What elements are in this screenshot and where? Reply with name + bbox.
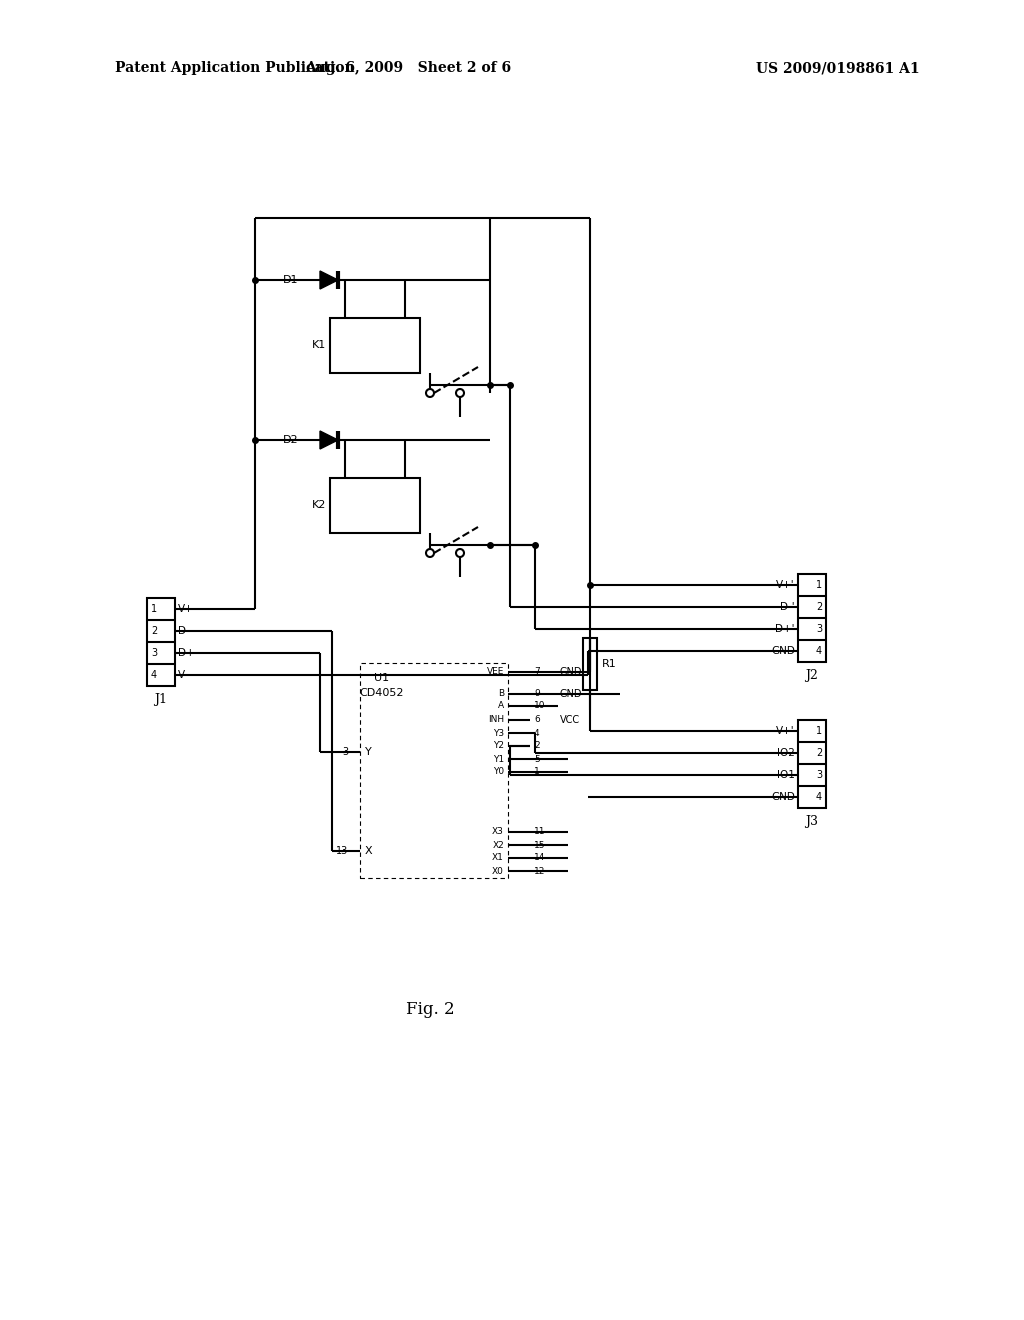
Text: 1: 1: [151, 605, 157, 614]
Text: D-': D-': [780, 602, 795, 612]
Text: A: A: [498, 701, 504, 710]
Text: K2: K2: [311, 500, 326, 511]
Text: 3: 3: [816, 624, 822, 634]
Text: Y2: Y2: [493, 742, 504, 751]
Text: 1: 1: [534, 767, 540, 776]
Text: 3: 3: [816, 770, 822, 780]
Text: 7: 7: [534, 668, 540, 676]
Text: Y1: Y1: [493, 755, 504, 763]
Text: J1: J1: [155, 693, 168, 706]
Text: 10: 10: [534, 701, 546, 710]
Text: 9: 9: [534, 689, 540, 698]
Text: 12: 12: [534, 866, 546, 875]
Text: K1: K1: [311, 341, 326, 351]
Text: 4: 4: [816, 792, 822, 803]
Text: US 2009/0198861 A1: US 2009/0198861 A1: [756, 61, 920, 75]
Text: VEE: VEE: [486, 668, 504, 676]
Text: CD4052: CD4052: [359, 688, 404, 698]
Text: INH: INH: [487, 715, 504, 725]
Text: VCC: VCC: [560, 715, 581, 725]
Text: X0: X0: [493, 866, 504, 875]
Text: 13: 13: [336, 846, 348, 855]
Text: 4: 4: [816, 645, 822, 656]
Text: X1: X1: [493, 854, 504, 862]
Polygon shape: [319, 432, 338, 449]
Text: GND: GND: [560, 667, 583, 677]
Text: V+: V+: [178, 605, 194, 614]
Text: Aug. 6, 2009   Sheet 2 of 6: Aug. 6, 2009 Sheet 2 of 6: [305, 61, 511, 75]
Text: GND: GND: [560, 689, 583, 700]
Text: V+': V+': [776, 726, 795, 737]
Text: J3: J3: [806, 816, 818, 829]
Text: 4: 4: [534, 729, 540, 738]
Text: 2: 2: [151, 626, 157, 636]
Text: Y3: Y3: [493, 729, 504, 738]
Text: 2: 2: [816, 748, 822, 758]
Text: Y: Y: [365, 747, 372, 756]
Text: 14: 14: [534, 854, 546, 862]
Text: D+': D+': [775, 624, 795, 634]
Text: X2: X2: [493, 841, 504, 850]
Text: Fig. 2: Fig. 2: [406, 1002, 455, 1019]
Text: J2: J2: [806, 669, 818, 682]
Text: X3: X3: [493, 828, 504, 837]
Text: 3: 3: [151, 648, 157, 657]
Text: Patent Application Publication: Patent Application Publication: [115, 61, 354, 75]
Text: 4: 4: [151, 671, 157, 680]
Text: B: B: [498, 689, 504, 698]
Text: R1: R1: [602, 659, 616, 669]
Text: D1: D1: [283, 275, 298, 285]
Text: 1: 1: [816, 726, 822, 737]
Text: 2: 2: [816, 602, 822, 612]
Text: V+': V+': [776, 579, 795, 590]
Text: D+: D+: [178, 648, 195, 657]
Text: IO1: IO1: [777, 770, 795, 780]
Text: 11: 11: [534, 828, 546, 837]
Text: Y0: Y0: [493, 767, 504, 776]
Text: U1: U1: [375, 673, 389, 682]
Polygon shape: [319, 271, 338, 289]
Text: X: X: [365, 846, 372, 855]
Text: 5: 5: [534, 755, 540, 763]
Text: IO2: IO2: [777, 748, 795, 758]
Text: 3: 3: [342, 747, 348, 756]
Text: GND: GND: [771, 645, 795, 656]
Text: 15: 15: [534, 841, 546, 850]
Text: GND: GND: [771, 792, 795, 803]
Text: 6: 6: [534, 715, 540, 725]
Text: D2: D2: [283, 436, 298, 445]
Text: V-: V-: [178, 671, 188, 680]
Text: 2: 2: [534, 742, 540, 751]
Text: D-: D-: [178, 626, 189, 636]
Text: 1: 1: [816, 579, 822, 590]
